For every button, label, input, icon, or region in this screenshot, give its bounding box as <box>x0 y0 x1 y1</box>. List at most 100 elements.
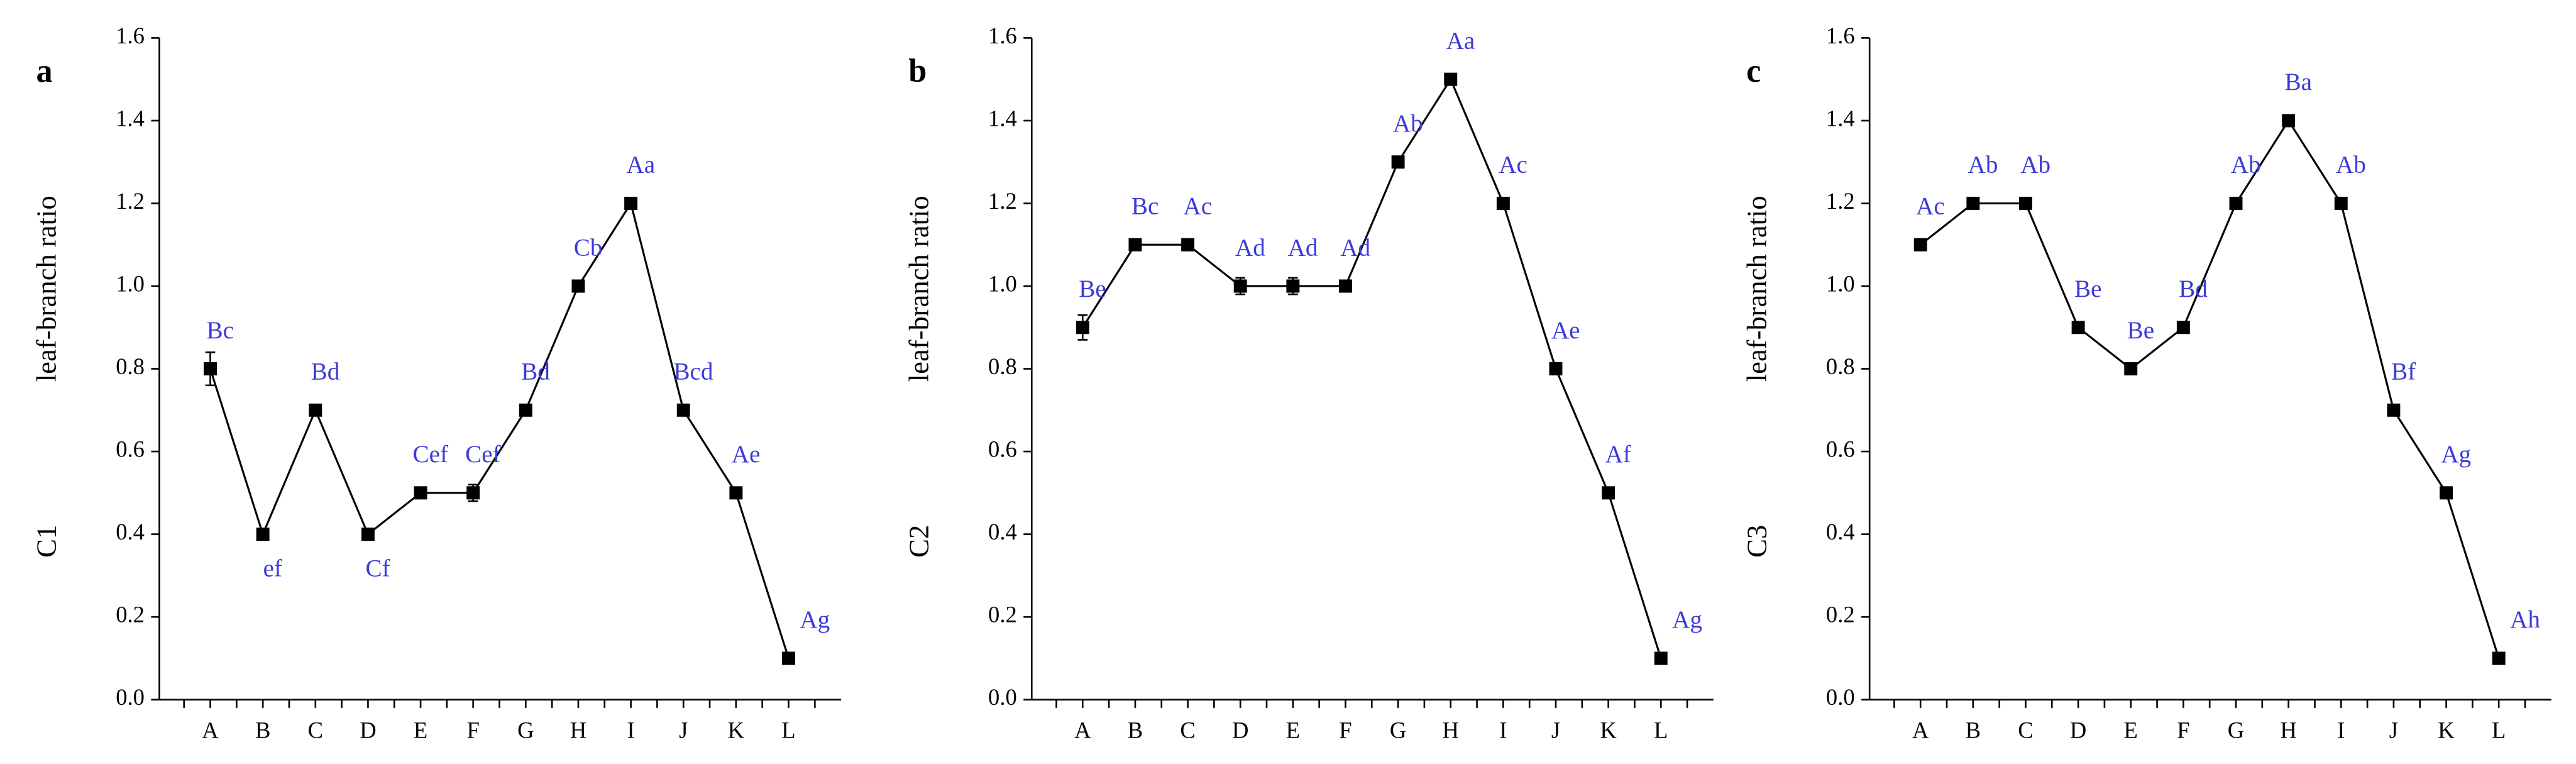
y-axis-label-sub: C3 <box>1741 525 1772 558</box>
annotation: Ag <box>1672 606 1702 633</box>
x-tick-label: K <box>2438 717 2455 743</box>
x-tick-label: L <box>781 717 795 743</box>
x-tick-label: J <box>1551 717 1560 743</box>
y-tick-label: 1.4 <box>116 105 145 131</box>
y-tick-label: 0.0 <box>988 684 1017 710</box>
x-tick-label: C <box>2018 717 2033 743</box>
y-tick-label: 0.2 <box>1826 601 1855 627</box>
marker <box>624 196 638 210</box>
y-tick-label: 1.0 <box>988 270 1017 296</box>
marker <box>204 362 217 376</box>
x-tick-label: D <box>360 717 376 743</box>
annotation: Be <box>2074 275 2102 302</box>
annotation: Aa <box>1446 27 1475 54</box>
y-axis-label: leaf-branch ratio <box>1741 196 1772 382</box>
y-tick-label: 1.0 <box>1826 270 1855 296</box>
annotation: Bc <box>206 317 234 344</box>
marker <box>2440 486 2453 500</box>
y-tick-label: 0.0 <box>116 684 145 710</box>
x-tick-label: E <box>1286 717 1300 743</box>
x-tick-label: F <box>1339 717 1351 743</box>
line <box>1081 77 1662 659</box>
annotation: Ab <box>2336 152 2366 179</box>
annotation: Bcd <box>673 358 713 385</box>
marker <box>2071 321 2085 335</box>
x-tick-label: B <box>1966 717 1981 743</box>
y-tick-label: 1.2 <box>1826 188 1855 214</box>
marker <box>1913 238 1927 252</box>
annotation: Ag <box>2441 441 2471 468</box>
y-axis-label: leaf-branch ratio <box>903 196 934 382</box>
y-tick-label: 1.6 <box>116 23 145 48</box>
marker <box>414 486 427 500</box>
annotation: Ae <box>1551 317 1580 344</box>
marker <box>2019 196 2032 210</box>
x-tick-label: J <box>2389 717 2398 743</box>
annotation: Bd <box>2179 275 2208 302</box>
annotation: Cef <box>412 441 449 468</box>
annotation: Ac <box>1183 192 1212 219</box>
y-tick-label: 0.2 <box>116 601 145 627</box>
annotation: Be <box>1079 275 1106 302</box>
marker <box>1339 279 1352 293</box>
x-tick-label: H <box>2280 717 2296 743</box>
marker <box>1496 196 1510 210</box>
x-tick-label: I <box>627 717 634 743</box>
y-tick-label: 1.2 <box>116 188 145 214</box>
y-tick-label: 1.0 <box>116 270 145 296</box>
x-tick-label: B <box>1128 717 1143 743</box>
y-axis-label: leaf-branch ratio <box>31 196 62 382</box>
panel-label: a <box>36 53 52 89</box>
marker <box>309 403 322 417</box>
marker <box>2229 196 2243 210</box>
annotation: Aa <box>626 152 655 179</box>
annotation: Cb <box>574 234 603 261</box>
x-tick-label: I <box>1499 717 1507 743</box>
y-tick-label: 1.4 <box>1826 105 1855 131</box>
annotation: Ae <box>732 441 761 468</box>
annotation: Ac <box>1916 192 1945 219</box>
marker <box>1181 238 1195 252</box>
marker <box>1076 321 1089 335</box>
x-tick-label: C <box>308 717 323 743</box>
x-tick-label: G <box>1390 717 1406 743</box>
x-tick-label: E <box>414 717 427 743</box>
annotation: Ad <box>1235 234 1265 261</box>
line <box>1920 118 2500 659</box>
y-tick-label: 1.6 <box>988 23 1017 48</box>
x-tick-label: D <box>2070 717 2086 743</box>
marker <box>1128 238 1142 252</box>
marker <box>2492 651 2506 665</box>
marker <box>1549 362 1563 376</box>
x-tick-label: D <box>1232 717 1248 743</box>
panel-label: b <box>908 53 927 89</box>
x-tick-label: B <box>255 717 270 743</box>
marker <box>256 528 270 541</box>
marker <box>1444 72 1458 86</box>
annotation: Bc <box>1131 192 1159 219</box>
annotation: Ag <box>800 606 830 633</box>
y-tick-label: 0.8 <box>1826 353 1855 379</box>
marker <box>1602 486 1616 500</box>
marker <box>2124 362 2138 376</box>
marker <box>361 528 375 541</box>
annotation: Cef <box>465 441 502 468</box>
x-tick-label: L <box>2492 717 2506 743</box>
y-axis-label-sub: C2 <box>903 525 934 558</box>
annotation: Ad <box>1340 234 1370 261</box>
y-tick-label: 0.8 <box>116 353 145 379</box>
marker <box>466 486 480 500</box>
x-tick-label: C <box>1180 717 1195 743</box>
x-tick-label: L <box>1654 717 1668 743</box>
x-tick-label: A <box>1912 717 1929 743</box>
marker <box>1966 196 1980 210</box>
marker <box>571 279 585 293</box>
y-tick-label: 0.6 <box>116 436 145 462</box>
x-tick-label: H <box>1443 717 1459 743</box>
annotation: Ab <box>1968 152 1998 179</box>
x-tick-label: A <box>202 717 219 743</box>
y-tick-label: 0.4 <box>988 519 1017 545</box>
y-tick-label: 0.0 <box>1826 684 1855 710</box>
y-axis-label-sub: C1 <box>31 525 62 558</box>
